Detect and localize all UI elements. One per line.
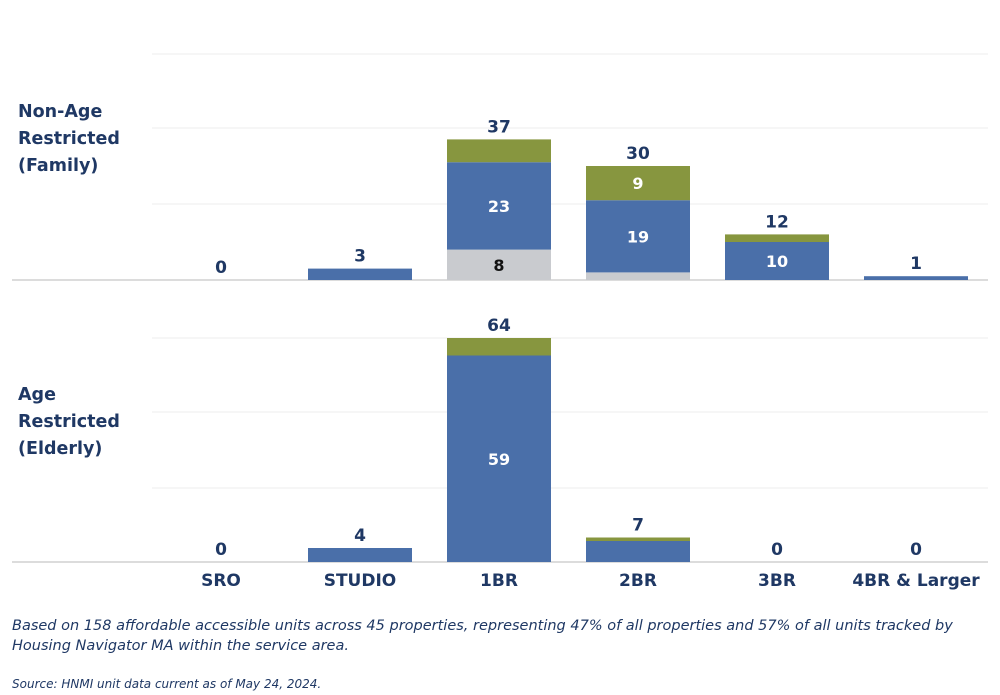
total-label: 0: [215, 540, 227, 560]
bar-segment: [308, 268, 412, 280]
total-label: 7: [632, 516, 644, 536]
total-label: 1: [910, 254, 922, 274]
bar-segment: [447, 355, 551, 562]
total-label: 0: [215, 258, 227, 278]
category-tick-label: 1BR: [480, 571, 518, 591]
total-label: 37: [487, 117, 511, 137]
category-tick-label: 2BR: [619, 571, 657, 591]
bar-segment: [725, 234, 829, 242]
bar-segment: [447, 162, 551, 250]
footnote: Based on 158 affordable accessible units…: [12, 618, 953, 654]
bar-segment: [586, 166, 690, 201]
bar-segment: [586, 537, 690, 541]
category-tick-label: STUDIO: [324, 571, 397, 591]
bar-segment: [586, 272, 690, 280]
total-label: 12: [765, 212, 789, 232]
bar-segment: [308, 548, 412, 562]
segment-label: 23: [488, 197, 510, 216]
segment-label: 10: [766, 252, 788, 271]
category-tick-label: 3BR: [758, 571, 796, 591]
total-label: 0: [910, 540, 922, 560]
bar-segment: [447, 139, 551, 163]
bar-segment: [586, 541, 690, 562]
bar-segment: [586, 200, 690, 273]
bar-segment: [447, 338, 551, 356]
row-label-elderly: Age Restricted (Elderly): [18, 385, 120, 459]
bar-segment: [447, 249, 551, 280]
category-tick-label: 4BR & Larger: [852, 571, 980, 591]
category-tick-label: SRO: [201, 571, 241, 591]
total-label: 3: [354, 247, 366, 267]
row-label-family: Non-Age Restricted (Family): [18, 102, 120, 176]
total-label: 0: [771, 540, 783, 560]
segment-label: 9: [632, 174, 643, 193]
segment-label: 19: [627, 227, 649, 246]
source-note: Source: HNMI unit data current as of May…: [12, 677, 322, 691]
segment-label: 59: [488, 450, 510, 469]
bar-segment: [864, 276, 968, 280]
total-label: 64: [487, 316, 511, 336]
bar-segment: [725, 242, 829, 280]
segment-label: 8: [493, 256, 504, 275]
total-label: 30: [626, 144, 650, 164]
total-label: 4: [354, 526, 366, 546]
